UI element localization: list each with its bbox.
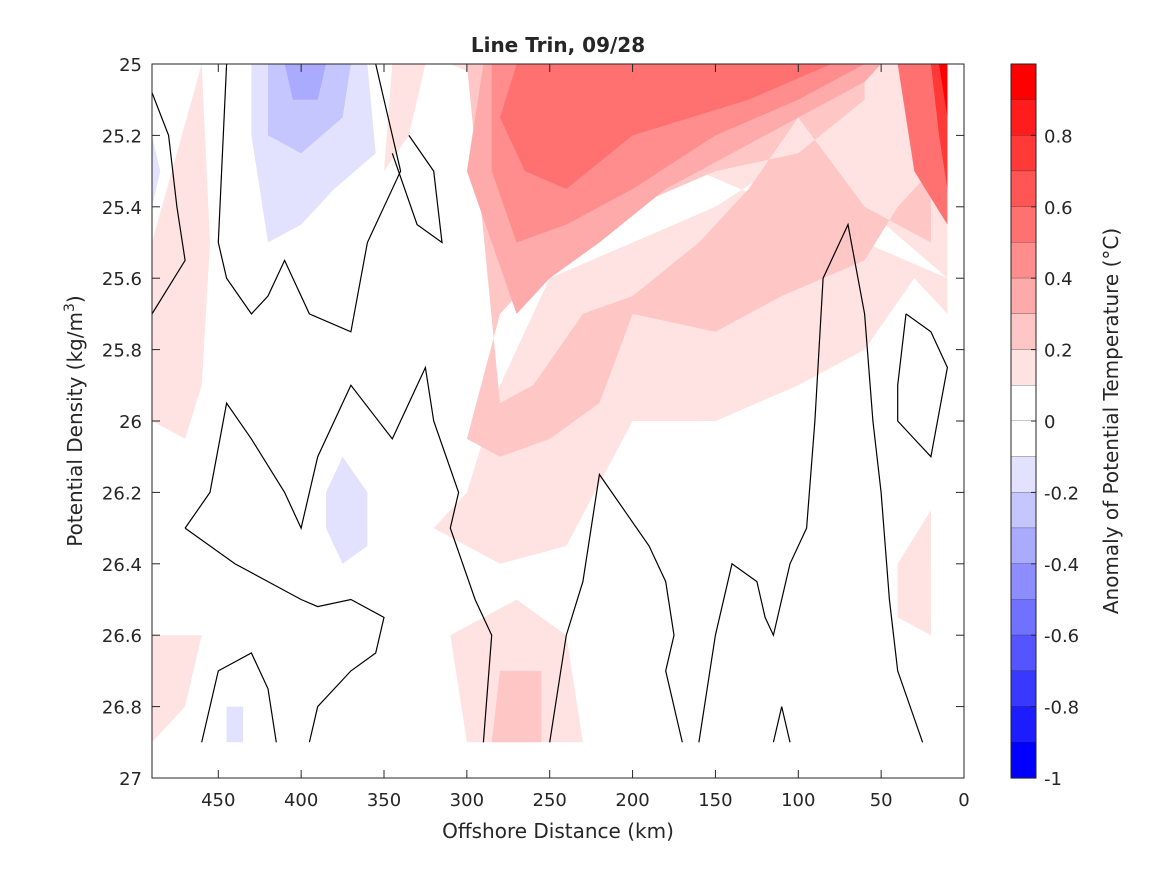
colorbar-segment-6 (1011, 278, 1036, 315)
colorbar-segment-11 (1011, 456, 1036, 493)
colorbar-tick-label: -0.4 (1044, 555, 1079, 576)
y-axis-label-end: ) (63, 295, 87, 303)
colorbar-label: Anomaly of Potential Temperature (°C) (1099, 228, 1123, 614)
colorbar (1011, 64, 1036, 779)
y-axis-ticks: 25 25.2 25.4 25.6 25.8 26 26.2 26.4 26.6 26.8 27 (102, 55, 964, 790)
colorbar-segment-8 (1011, 349, 1036, 386)
colorbar-tick-label: 0.4 (1044, 269, 1073, 290)
colorbar-tick-label: -1 (1044, 769, 1062, 790)
colorbar-segment-3 (1011, 171, 1036, 208)
zero-contour-1 (217, 64, 402, 333)
zero-contour-4 (184, 527, 385, 743)
filled-region-12 (930, 64, 948, 189)
zero-contour-6 (549, 472, 683, 743)
filled-region-13 (939, 64, 948, 118)
colorbar-tick-label: 0.8 (1044, 126, 1073, 147)
filled-region-2 (152, 64, 210, 439)
colorbar-tick-label: -0.6 (1044, 626, 1079, 647)
x-tick-label: 250 (533, 790, 567, 811)
colorbar-segment-4 (1011, 206, 1036, 244)
y-tick-label: 26.4 (102, 555, 142, 576)
x-axis-ticks: 450 400 350 300 250 200 150 100 50 0 (201, 64, 970, 811)
x-tick-label: 450 (201, 790, 235, 811)
zero-contour-5 (201, 652, 277, 743)
colorbar-tick-label: -0.2 (1044, 483, 1079, 504)
y-tick-label: 25.4 (102, 198, 142, 219)
colorbar-segment-10 (1011, 421, 1036, 458)
filled-region-15 (326, 456, 368, 564)
x-tick-label: 100 (781, 790, 815, 811)
colorbar-segment-15 (1011, 599, 1036, 636)
filled-region-7 (491, 670, 542, 743)
colorbar-segment-13 (1011, 528, 1036, 565)
y-tick-label: 26 (119, 412, 142, 433)
colorbar-segment-16 (1011, 635, 1036, 672)
y-tick-label: 25.6 (102, 269, 142, 290)
filled-region-17 (152, 135, 161, 207)
y-axis-label: Potential Density (kg/m3) (62, 295, 87, 546)
chart-title: Line Trin, 09/28 (471, 33, 645, 57)
colorbar-segment-12 (1011, 492, 1036, 529)
colorbar-tick-label: 0.6 (1044, 198, 1073, 219)
colorbar-segment-7 (1011, 313, 1036, 351)
filled-region-18 (268, 64, 351, 154)
zero-contour-9 (897, 313, 949, 458)
filled-contour-regions (152, 64, 948, 743)
colorbar-segment-19 (1011, 742, 1036, 779)
colorbar-ticks: 0.8 0.6 0.4 0.2 0 -0.2 -0.4 -0.6 -0.8 -1 (1031, 126, 1079, 790)
y-tick-label: 26.6 (102, 626, 142, 647)
zero-contour-0 (152, 92, 186, 315)
filled-region-10 (500, 64, 832, 189)
x-tick-label: 400 (284, 790, 318, 811)
colorbar-segment-18 (1011, 706, 1036, 743)
colorbar-segment-2 (1011, 135, 1036, 172)
zero-contour-3 (184, 365, 493, 743)
filled-region-4 (897, 510, 931, 636)
x-tick-label: 350 (367, 790, 401, 811)
y-tick-label: 26.8 (102, 698, 142, 719)
zero-contour-7 (698, 222, 924, 743)
filled-region-16 (226, 706, 244, 743)
y-tick-label: 27 (119, 769, 142, 790)
x-axis-label: Offshore Distance (km) (442, 819, 674, 843)
x-tick-label: 300 (450, 790, 484, 811)
colorbar-segment-9 (1011, 385, 1036, 422)
y-tick-label: 26.2 (102, 483, 142, 504)
y-axis-label-superscript: 3 (62, 303, 78, 312)
zero-contour-2 (391, 135, 443, 244)
filled-region-1 (152, 635, 202, 743)
filled-region-19 (284, 64, 326, 100)
y-tick-label: 25.8 (102, 341, 142, 362)
colorbar-segment-5 (1011, 242, 1036, 279)
x-tick-label: 50 (870, 790, 893, 811)
y-tick-label: 25 (119, 55, 142, 76)
zero-contour-8 (772, 706, 791, 743)
colorbar-tick-label: 0.2 (1044, 341, 1073, 362)
y-tick-label: 25.2 (102, 126, 142, 147)
filled-region-11 (897, 64, 948, 225)
colorbar-segment-1 (1011, 99, 1036, 136)
colorbar-tick-label: -0.8 (1044, 698, 1079, 719)
colorbar-tick-label: 0 (1044, 412, 1055, 433)
colorbar-segment-0 (1011, 64, 1036, 101)
colorbar-segment-17 (1011, 670, 1036, 708)
colorbar-segment-14 (1011, 563, 1036, 601)
y-axis-label-main: Potential Density (kg/m (63, 312, 87, 547)
zero-contour-lines (152, 64, 949, 743)
x-tick-label: 150 (698, 790, 732, 811)
x-tick-label: 200 (615, 790, 649, 811)
x-tick-label: 0 (958, 790, 969, 811)
